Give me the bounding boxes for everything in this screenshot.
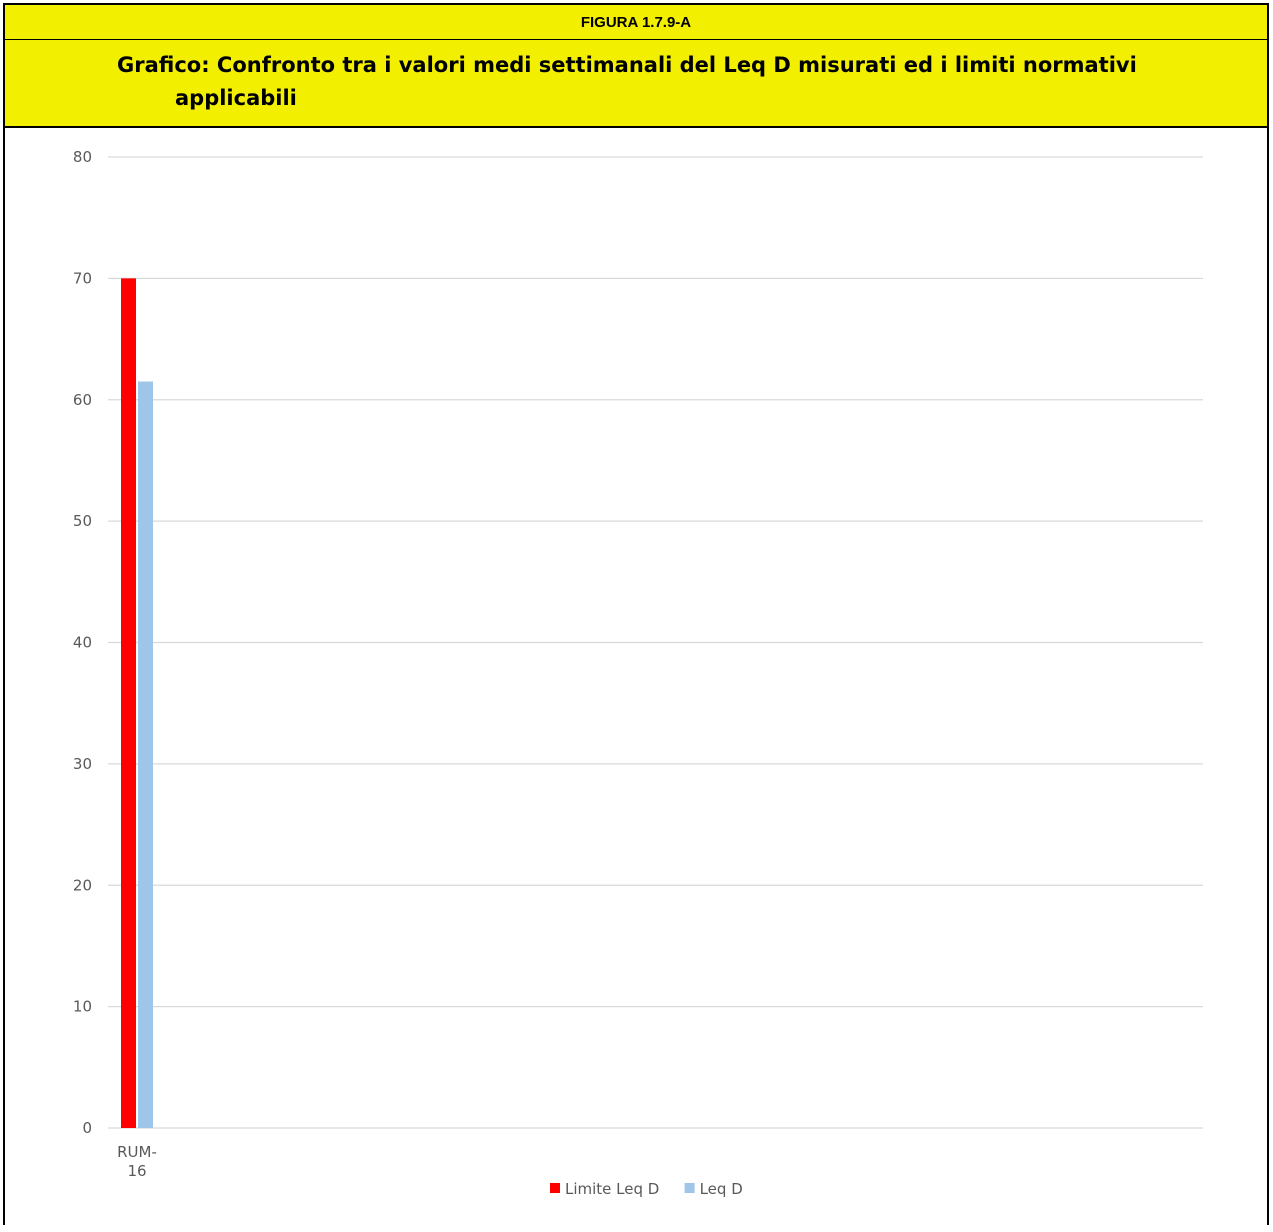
x-tick-label: RUM-16 [117,1143,157,1180]
y-tick-label: 20 [73,876,92,894]
y-tick-label: 0 [82,1119,92,1137]
legend-label: Leq D [700,1180,743,1198]
y-tick-label: 60 [73,391,92,409]
legend-swatch [684,1183,695,1193]
bars [121,278,153,1128]
bar-limite-leq-d-rum-16 [121,278,136,1128]
y-tick-label: 70 [73,269,92,287]
bar-leq-d-rum-16 [138,381,153,1128]
x-axis-ticks: RUM-16 [117,1143,157,1180]
y-tick-label: 10 [73,998,92,1016]
bar-chart: 0 10 20 30 40 50 60 70 80 RUM-16 Limite Leq D Leq… [73,148,1203,1198]
legend-swatch [550,1183,560,1193]
figure-title-box: Grafico: Confronto tra i valori medi set… [5,40,1267,128]
y-tick-label: 30 [73,755,92,773]
figure-frame: FIGURA 1.7.9-A Grafico: Confronto tra i … [3,3,1269,1225]
y-tick-label: 40 [73,634,92,652]
y-tick-label: 80 [73,148,92,166]
legend-label: Limite Leq D [565,1180,659,1198]
y-axis-ticks: 0 10 20 30 40 50 60 70 80 [73,148,92,1137]
legend: Limite Leq D Leq D [550,1180,743,1198]
chart-area: 0 10 20 30 40 50 60 70 80 RUM-16 Limite Leq D Leq… [5,128,1267,1227]
y-tick-label: 50 [73,512,92,530]
figure-label: FIGURA 1.7.9-A [5,5,1267,40]
figure-title: Grafico: Confronto tra i valori medi set… [117,53,1137,110]
gridlines [108,156,1203,1129]
